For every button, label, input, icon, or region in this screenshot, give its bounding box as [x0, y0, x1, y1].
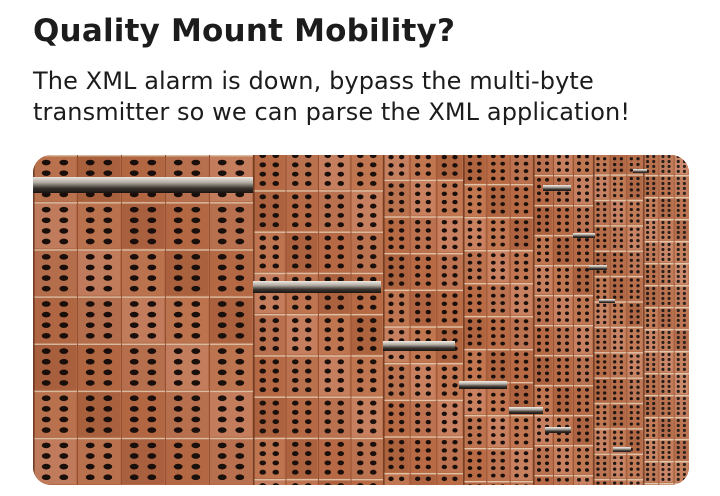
brick-wall-photo [33, 155, 689, 485]
post-body: The XML alarm is down, bypass the multi-… [33, 67, 631, 126]
post-image[interactable] [33, 155, 689, 485]
post-title: Quality Mount Mobility? [33, 13, 456, 49]
